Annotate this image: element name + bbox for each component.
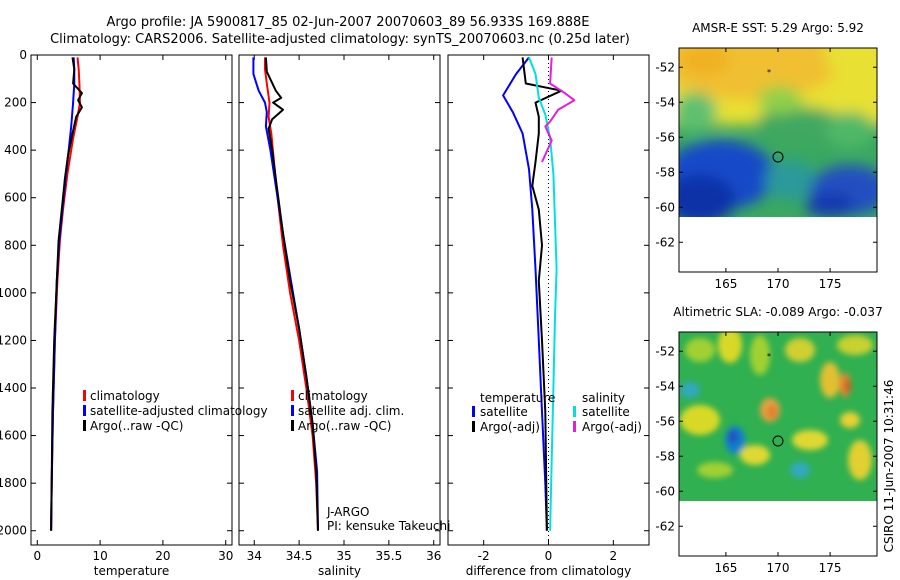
map-y-tick-label: -56 xyxy=(655,414,675,428)
y-tick-label: 200 xyxy=(4,96,27,110)
map-x-tick-label: 175 xyxy=(819,277,842,291)
y-tick-label: 600 xyxy=(4,191,27,205)
figure-title-line-1: Argo profile: JA 5900817_85 02-Jun-2007 … xyxy=(107,15,590,30)
series-satellite xyxy=(252,57,319,531)
legend-swatch xyxy=(573,406,576,417)
x-tick-label: 20 xyxy=(155,549,170,563)
axes-frame xyxy=(238,54,441,546)
float-location-circle xyxy=(772,435,784,447)
y-tick-label: 2000 xyxy=(0,524,27,538)
series-sal-argo xyxy=(541,57,576,163)
series-temp-satellite xyxy=(502,56,548,531)
map-y-tick-label: -58 xyxy=(655,449,675,463)
legend-label: climatology xyxy=(298,389,368,403)
sla-map-title: Altimetric SLA: -0.089 Argo: -0.037 xyxy=(673,305,882,319)
map-x-tick-label: 165 xyxy=(714,277,737,291)
series-argo xyxy=(264,57,319,531)
map-y-tick-label: -56 xyxy=(655,130,675,144)
profile-panel-salinity: 34 34.5 35 35.5 36 salinity climatologysatelli… xyxy=(238,54,450,578)
map-y-tick-label: -58 xyxy=(655,165,675,179)
legend-label: Argo(-adj) xyxy=(582,420,642,434)
legend-label: satellite-adjusted climatology xyxy=(90,404,268,418)
legend-label: Argo(..raw -QC) xyxy=(298,419,391,433)
legend-swatch xyxy=(83,390,86,401)
series-sal-satellite xyxy=(528,57,558,531)
series-temp-argo xyxy=(521,57,563,531)
map-x-tick-label: 165 xyxy=(714,561,737,575)
x-tick-label: 36 xyxy=(426,549,441,563)
figure-title-line-2: Climatology: CARS2006. Satellite-adjuste… xyxy=(50,32,630,47)
legend-swatch xyxy=(472,421,475,432)
legend-swatch xyxy=(83,405,86,416)
map-y-tick-label: -54 xyxy=(655,95,675,109)
sst-map-panel: AMSR-E SST: 5.29 Argo: 5.92 165 170 175 xyxy=(655,21,878,291)
y-tick-label: 800 xyxy=(4,238,27,252)
x-tick-label: 34.5 xyxy=(286,549,313,563)
x-tick-label: 34 xyxy=(247,549,262,563)
map-y-tick-label: -54 xyxy=(655,379,675,393)
annotation-program: J-ARGO xyxy=(326,505,369,519)
sla-map-panel: Altimetric SLA: -0.089 Argo: -0.037 xyxy=(655,305,882,575)
map-y-tick-label: -62 xyxy=(655,235,675,249)
legend-label: satellite xyxy=(582,405,630,419)
y-tick-label: 400 xyxy=(4,143,27,157)
x-tick-label: 0 xyxy=(33,549,41,563)
map-y-tick-label: -62 xyxy=(655,519,675,533)
sst-field xyxy=(679,48,877,217)
annotation-pi: PI: kensuke Takeuchi xyxy=(327,519,450,533)
series-climatology xyxy=(264,57,319,531)
csiro-timestamp-label: CSIRO 11-Jun-2007 10:31:46 xyxy=(882,380,896,553)
series-satellite xyxy=(50,57,76,531)
map-x-tick-label: 170 xyxy=(767,561,790,575)
map-x-tick-label: 170 xyxy=(767,277,790,291)
legend-label: satellite xyxy=(480,405,528,419)
map-y-tick-label: -52 xyxy=(655,344,675,358)
sla-field xyxy=(679,332,877,501)
profile-panel-temperature: 0 10 20 30 0 200 400 600 800 1000 1200 1400 1600 1800… xyxy=(0,48,268,578)
legend-swatch xyxy=(291,390,294,401)
x-tick-label: 35.5 xyxy=(375,549,402,563)
y-tick-label: 0 xyxy=(19,48,27,62)
x-axis-label: difference from climatology xyxy=(466,564,632,578)
float-location-circle xyxy=(772,151,784,163)
x-tick-label: 0 xyxy=(545,549,553,563)
star-marker: * xyxy=(767,68,771,77)
legend-label: satellite adj. clim. xyxy=(298,404,404,418)
y-tick-label: 1200 xyxy=(0,333,27,347)
y-tick-label: 1400 xyxy=(0,381,27,395)
legend-swatch xyxy=(83,420,86,431)
y-tick-label: 1800 xyxy=(0,476,27,490)
legend-swatch xyxy=(472,406,475,417)
y-tick-label: 1600 xyxy=(0,429,27,443)
x-tick-label: 30 xyxy=(218,549,233,563)
axes-frame xyxy=(30,54,233,546)
legend-label: Argo(..raw -QC) xyxy=(90,419,183,433)
x-tick-label: -2 xyxy=(478,549,490,563)
x-axis-label: salinity xyxy=(318,564,361,578)
map-y-tick-label: -52 xyxy=(655,60,675,74)
sst-map-title: AMSR-E SST: 5.29 Argo: 5.92 xyxy=(692,21,864,35)
legend-label: climatology xyxy=(90,389,160,403)
map-y-tick-label: -60 xyxy=(655,484,675,498)
legend-swatch xyxy=(291,420,294,431)
x-tick-label: 2 xyxy=(610,549,618,563)
star-marker: * xyxy=(767,352,771,361)
legend-label: Argo(-adj) xyxy=(480,420,540,434)
x-tick-label: 10 xyxy=(92,549,107,563)
legend-title-temperature: temperature xyxy=(480,391,555,405)
y-tick-label: 1000 xyxy=(0,286,27,300)
series-argo xyxy=(50,57,83,531)
legend-title-salinity: salinity xyxy=(582,391,625,405)
map-y-tick-label: -60 xyxy=(655,200,675,214)
x-tick-label: 35 xyxy=(336,549,351,563)
map-x-tick-label: 175 xyxy=(819,561,842,575)
legend-swatch xyxy=(573,421,576,432)
x-axis-label: temperature xyxy=(94,564,169,578)
legend-swatch xyxy=(291,405,294,416)
